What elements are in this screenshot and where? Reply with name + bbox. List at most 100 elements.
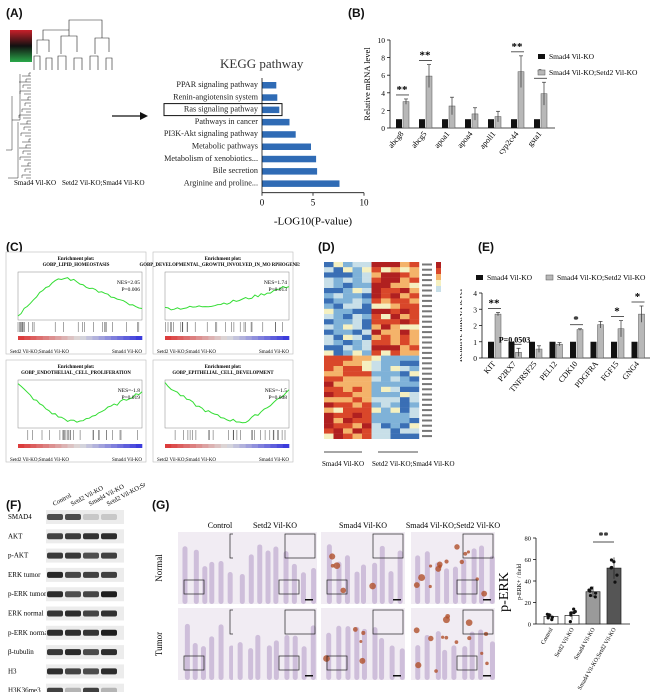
heatmap-cell (381, 272, 391, 278)
heatmap-cell (400, 392, 410, 398)
blot-row-label: H3 (8, 667, 17, 675)
heatmap-cell (343, 428, 353, 434)
ihc-villus (424, 551, 430, 604)
bar-series-1 (529, 341, 535, 358)
ihc-region-box (456, 579, 478, 595)
gsea-rank-bar (135, 336, 143, 340)
heatmap-cell (390, 366, 401, 372)
heatmap-cell (362, 428, 372, 434)
kegg-category-label: PPAR signaling pathway (176, 80, 258, 89)
heatmap-cell (390, 329, 401, 335)
heatmap-cell (333, 262, 344, 268)
significance-mark: * (573, 314, 579, 326)
x-tick-label: gsta1 (526, 130, 544, 149)
significance-mark: * (614, 306, 620, 318)
heatmap-cell (409, 288, 420, 294)
color-key-cell (436, 286, 441, 292)
heatmap-cell (343, 402, 353, 408)
heatmap-cell (324, 428, 334, 434)
heatmap-cell (390, 418, 401, 424)
heatmap-cell (381, 355, 391, 361)
gene-label-placeholder (422, 388, 432, 391)
ihc-column-label: Setd2 Vil-KO (253, 521, 297, 530)
heatmap-cell (333, 366, 344, 372)
heatmap-cell (400, 324, 410, 330)
ihc-villus (399, 648, 405, 680)
heatmap-cell (343, 412, 353, 419)
gsea-plots: Enrichment plot:GOBP_LIPID_HOMEOSTASISNE… (5, 251, 300, 463)
heatmap-cell (371, 293, 382, 299)
blot-band (65, 533, 81, 540)
blot-band (83, 533, 99, 540)
ihc-villus (451, 645, 457, 680)
heatmap-cell (352, 392, 363, 398)
data-point (572, 610, 576, 615)
heatmap-cell (409, 371, 420, 377)
heatmap-cell (343, 423, 353, 429)
ihc-positive-stain (441, 635, 445, 639)
heatmap-cell (371, 355, 382, 361)
gsea-rank-bar (36, 336, 44, 340)
heatmap-cell (362, 303, 372, 309)
ihc-villus (389, 645, 395, 680)
gsea-rank-bar (233, 336, 240, 340)
ihc-scale-bar (305, 675, 313, 677)
gsea-rank-bar (117, 444, 124, 448)
heatmap-cell (362, 407, 372, 413)
left-dendrogram (6, 72, 31, 179)
bar-series-2 (402, 101, 410, 129)
heatmap-cell (371, 407, 382, 413)
heatmap-cell (362, 267, 372, 273)
gsea-rank-bar (92, 444, 99, 448)
ihc-positive-stain (444, 635, 449, 640)
blot-band (83, 591, 99, 598)
ihc-villus (424, 634, 430, 680)
heatmap-cell (352, 324, 363, 330)
heatmap-cell (362, 376, 372, 382)
gsea-left-label: Setd2 Vil-KO;Smad4 Vil-KO (157, 350, 216, 355)
heatmap-cell (333, 314, 344, 320)
heatmap-cell (390, 298, 401, 304)
heatmap-cell (362, 288, 372, 294)
blot-band (65, 514, 81, 520)
gsea-pvalue: P=0.013 (268, 287, 287, 293)
gene-label-placeholder (422, 403, 432, 406)
ihc-villus (301, 646, 307, 680)
ihc-positive-stain (466, 550, 470, 554)
gsea-rank-bar (49, 444, 56, 448)
heatmap-cell (333, 350, 344, 356)
heatmap-cell (343, 293, 353, 299)
panel-label-d: (D) (318, 240, 335, 254)
x-tick-label: Smad4 Vil-KO (574, 626, 598, 661)
heatmap-cell (400, 428, 410, 434)
heatmap-cell (333, 386, 344, 393)
blot-band (47, 649, 63, 656)
legend-label-1: Smad4 Vil-KO (549, 52, 595, 61)
y-tick-label: 6 (381, 71, 385, 80)
ihc-positive-stain (369, 582, 376, 590)
gsea-left-label: Setd2 Vil-KO;Smad4 Vil-KO (157, 458, 216, 463)
kegg-category-label: PI3K-Akt signaling pathway (164, 129, 259, 138)
ihc-villus (397, 550, 403, 604)
heatmap-cell (324, 412, 334, 419)
gsea-nes: NES=2.05 (117, 280, 140, 286)
significance-mark: ** (599, 531, 609, 542)
heatmap-cell (352, 314, 363, 320)
heatmap-cell (409, 412, 420, 419)
gsea-rank-bar (227, 336, 234, 340)
heatmap-cell (352, 319, 363, 325)
heatmap-cell (333, 329, 344, 335)
ihc-column-label: Smad4 Vil-KO (339, 521, 387, 530)
blot-band (101, 571, 117, 578)
blot-band (65, 591, 81, 598)
y-tick-label: 4 (473, 289, 477, 298)
gsea-rank-bar (129, 336, 137, 340)
heatmap-cell (324, 272, 334, 278)
panel-label-a: (A) (6, 6, 23, 20)
gene-label-placeholder (422, 289, 432, 292)
gsea-curve-frame (17, 379, 143, 429)
heatmap-cell (324, 376, 334, 382)
data-point (550, 615, 554, 619)
